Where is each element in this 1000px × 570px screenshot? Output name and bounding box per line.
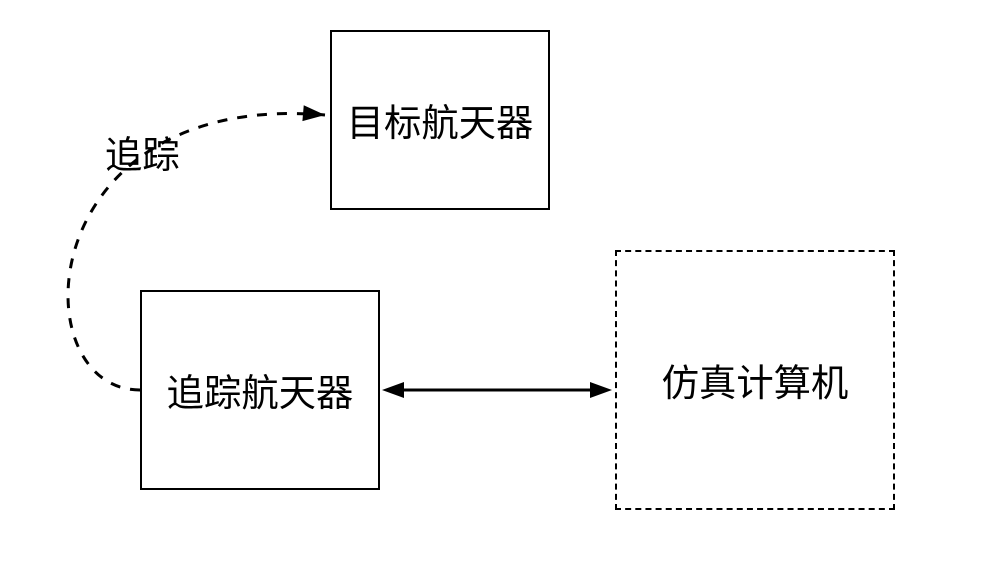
diagram-canvas: 目标航天器 追踪航天器 仿真计算机 追踪	[0, 0, 1000, 570]
edge-track-label: 追踪	[105, 125, 180, 179]
edge-link-arrowhead-right-icon	[590, 382, 612, 398]
node-target-label: 目标航天器	[347, 93, 534, 147]
node-chaser-label: 追踪航天器	[167, 363, 354, 417]
node-target-spacecraft: 目标航天器	[330, 30, 550, 210]
edge-link-arrowhead-left-icon	[382, 382, 404, 398]
node-sim-label: 仿真计算机	[662, 353, 849, 407]
node-chaser-spacecraft: 追踪航天器	[140, 290, 380, 490]
node-simulation-computer: 仿真计算机	[615, 250, 895, 510]
edge-track-arrowhead-icon	[302, 105, 325, 121]
